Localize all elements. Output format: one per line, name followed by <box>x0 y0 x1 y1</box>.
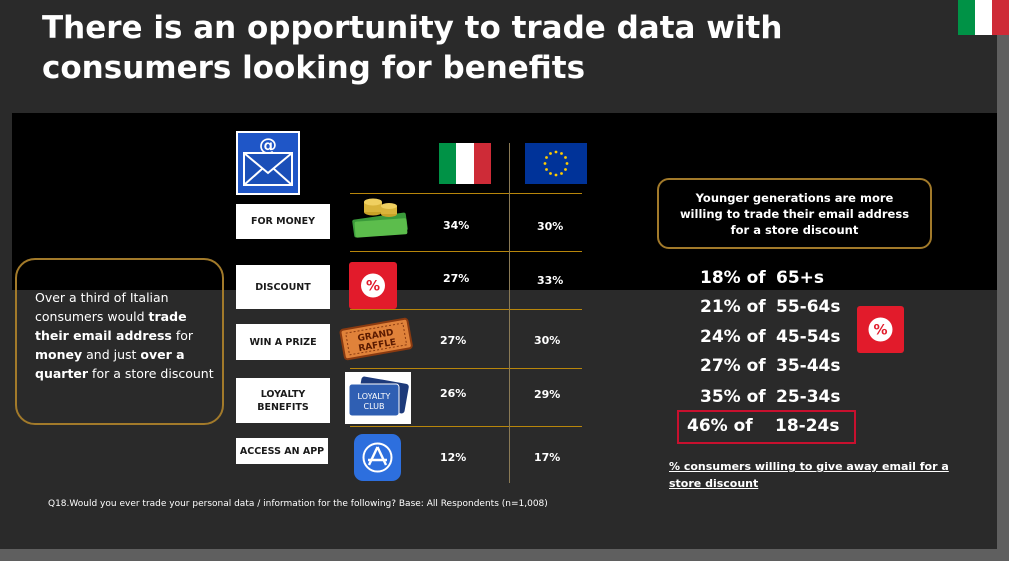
summary-part: and just <box>82 347 141 362</box>
svg-text:@: @ <box>259 135 277 156</box>
summary-part-bold: trade their email address <box>35 309 187 343</box>
loyalty-card-icon: LOYALTY CLUB <box>345 372 411 424</box>
category-for-money: FOR MONEY <box>236 204 330 239</box>
raffle-ticket-icon: GRAND RAFFLE <box>338 316 415 361</box>
black-band <box>12 113 997 290</box>
age-pct: 18% of <box>700 268 766 288</box>
italy-pct-discount: 27% <box>443 272 470 285</box>
eu-pct-discount: 33% <box>537 274 564 287</box>
age-group: 55-64s <box>776 297 841 317</box>
eu-pct-loyalty-benefits: 29% <box>534 388 561 401</box>
italy-summary-callout: Over a third of Italian consumers would … <box>15 258 224 425</box>
eu-pct-for-money: 30% <box>537 220 564 233</box>
category-loyalty-benefits: LOYALTY BENEFITS <box>236 378 330 423</box>
italy-pct-win-a-prize: 27% <box>440 334 467 347</box>
row-divider <box>350 251 582 252</box>
svg-text:CLUB: CLUB <box>364 402 385 411</box>
eu-pct-win-a-prize: 30% <box>534 334 561 347</box>
eu-pct-access-an-app: 17% <box>534 451 561 464</box>
summary-part-bold: money <box>35 347 83 362</box>
email-icon: @ <box>236 131 300 195</box>
age-pct: 27% of <box>700 356 766 376</box>
summary-part: Over a third of Italian consumers would <box>35 290 169 324</box>
row-divider <box>350 309 582 310</box>
age-group: 45-54s <box>776 327 841 347</box>
category-access-an-app: ACCESS AN APP <box>236 438 328 464</box>
age-group: 35-44s <box>776 356 841 376</box>
italy-summary-text: Over a third of Italian consumers would … <box>35 288 215 383</box>
age-group: 18-24s <box>775 416 840 436</box>
row-divider <box>350 368 582 369</box>
row-divider <box>350 193 582 194</box>
eu-flag-icon <box>525 143 587 184</box>
percent-icon: % <box>349 262 397 309</box>
age-highlight-box <box>677 410 856 444</box>
column-divider <box>509 143 510 483</box>
svg-text:%: % <box>366 279 380 295</box>
age-group: 65+s <box>776 268 825 288</box>
summary-part: for <box>171 328 194 343</box>
page-title: There is an opportunity to trade data wi… <box>42 10 783 86</box>
row-divider <box>350 426 582 427</box>
age-pct: 21% of <box>700 297 766 317</box>
summary-part: for a store discount <box>88 366 214 381</box>
italy-flag-corner-icon <box>958 0 1009 35</box>
italy-pct-access-an-app: 12% <box>440 451 467 464</box>
app-store-icon <box>354 434 401 481</box>
money-icon <box>349 194 411 240</box>
italy-pct-loyalty-benefits: 26% <box>440 387 467 400</box>
age-pct: 24% of <box>700 327 766 347</box>
italy-flag-icon <box>439 143 491 184</box>
summary-part-bold: over a quarter <box>35 347 185 381</box>
category-discount: DISCOUNT <box>236 265 330 309</box>
discount-percent-icon: % <box>857 306 904 353</box>
italy-pct-for-money: 34% <box>443 219 470 232</box>
survey-question: Q18.Would you ever trade your personal d… <box>48 499 548 509</box>
age-pct: 35% of <box>700 387 766 407</box>
category-label-line: LOYALTY <box>260 388 306 400</box>
svg-text:LOYALTY: LOYALTY <box>358 392 391 401</box>
svg-text:%: % <box>873 323 887 339</box>
category-label-line: BENEFITS <box>257 401 309 413</box>
category-win-a-prize: WIN A PRIZE <box>236 324 330 360</box>
age-group: 25-34s <box>776 387 841 407</box>
age-pct: 46% of <box>687 416 753 436</box>
age-chart-note: % consumers willing to give away email f… <box>669 460 949 490</box>
generations-callout: Younger generations are more willing to … <box>657 178 932 249</box>
